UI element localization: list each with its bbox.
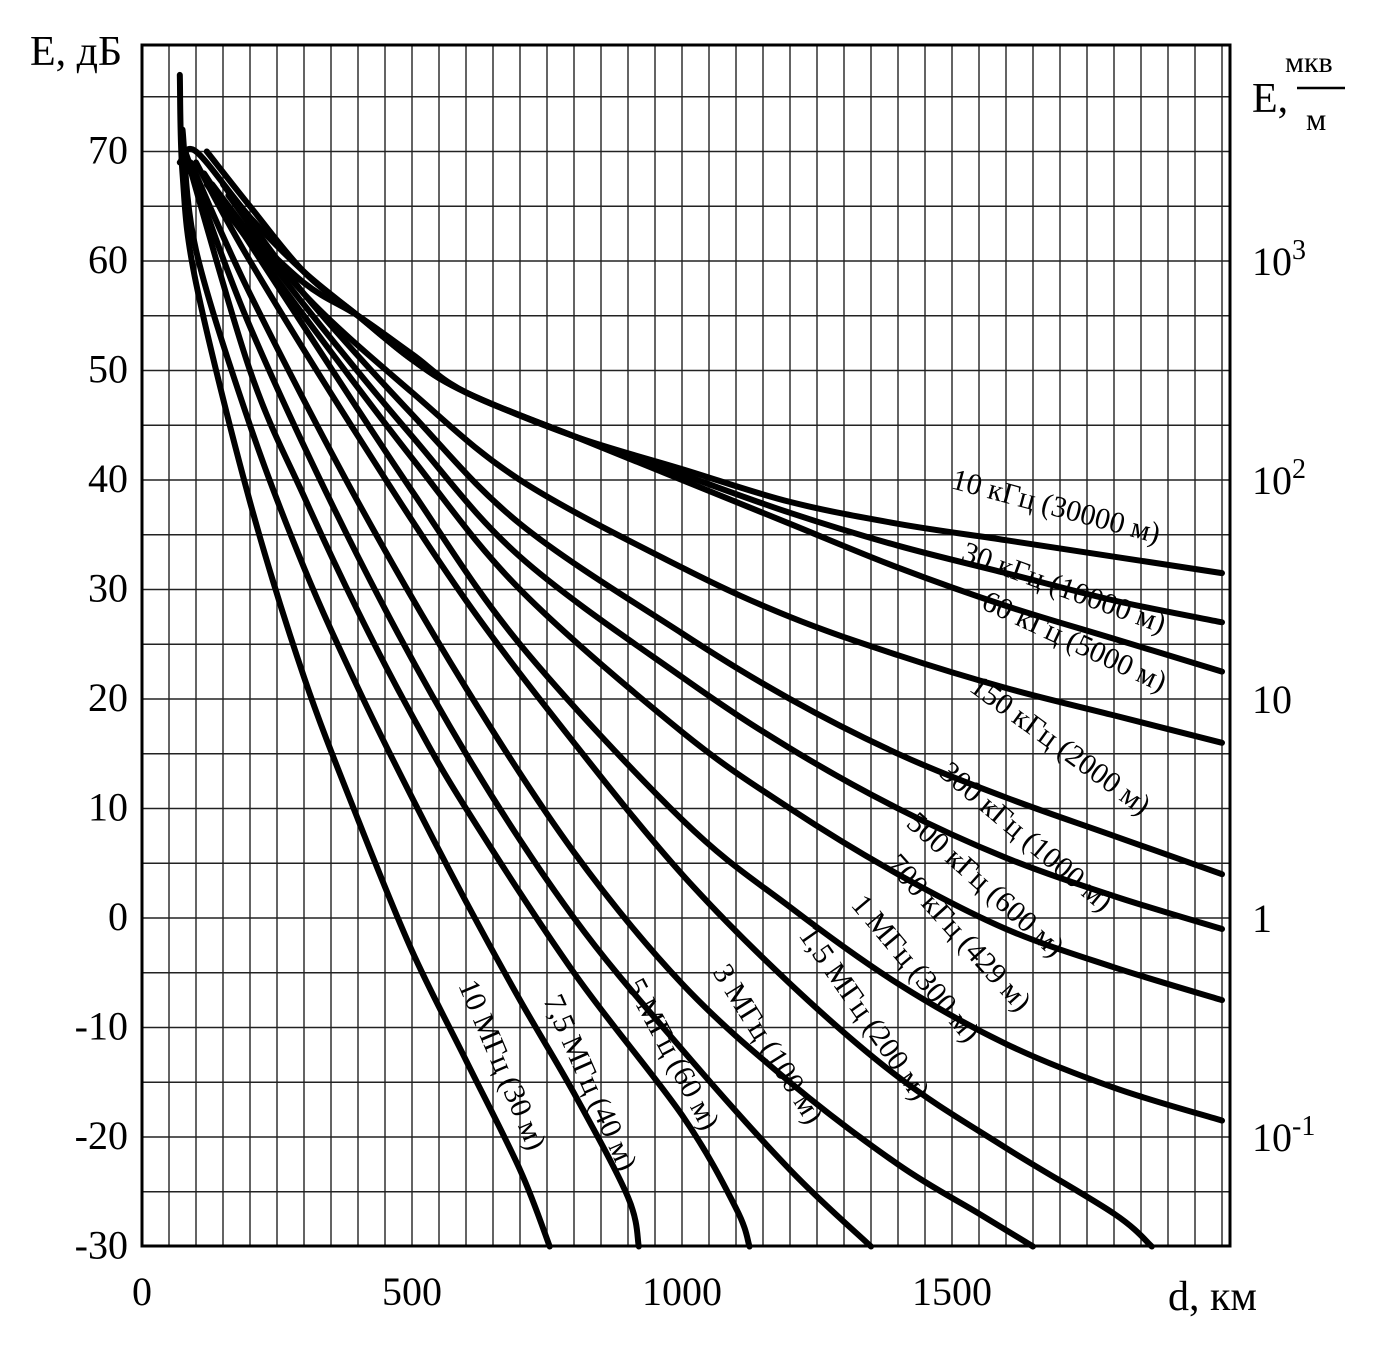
curves — [176, 71, 1225, 1250]
y-tick-label: 20 — [88, 675, 128, 720]
curve-series-6 — [203, 181, 1225, 1004]
y2-tick-label: 10 — [1252, 677, 1292, 722]
y-tick-labels: 70 60 50 40 30 20 10 0 -10 -20 -30 — [75, 128, 128, 1268]
curve-series-2 — [230, 214, 1225, 675]
x-tick-label: 1000 — [642, 1269, 722, 1314]
curve-series-10 — [182, 148, 874, 1250]
x-tick-label: 1500 — [912, 1269, 992, 1314]
curve-series-13 — [176, 71, 553, 1250]
y-axis-title: E, дБ — [30, 29, 122, 75]
y-tick-label: 50 — [88, 347, 128, 392]
curve-series-7 — [201, 170, 1225, 1124]
y-tick-label: 10 — [88, 785, 128, 830]
curve-series-5 — [209, 181, 1225, 932]
y2-tick-label: 102 — [1252, 454, 1306, 503]
y-tick-label: 40 — [88, 456, 128, 501]
y-tick-label: -10 — [75, 1004, 128, 1049]
curve-series-12 — [179, 126, 642, 1250]
y2-tick-label: 1 — [1252, 896, 1272, 941]
curve-series-9 — [187, 159, 1036, 1250]
x-tick-labels: 0 500 1000 1500 — [132, 1269, 992, 1314]
y-tick-label: 30 — [88, 566, 128, 611]
y2-tick-label: 10-1 — [1252, 1111, 1315, 1160]
y2-tick-label: 103 — [1252, 235, 1306, 284]
y2-axis-title: E, мкв м — [1252, 46, 1345, 137]
y-tick-label: 0 — [108, 894, 128, 939]
y-tick-label: 60 — [88, 237, 128, 282]
y-tick-label: 70 — [88, 128, 128, 173]
plot-frame — [140, 43, 1232, 1248]
y-tick-label: -20 — [75, 1113, 128, 1158]
curve-series-3 — [225, 192, 1225, 746]
curve-series-11 — [182, 148, 753, 1250]
x-axis-title: d, км — [1168, 1274, 1257, 1320]
x-tick-label: 500 — [382, 1269, 442, 1314]
y2-axis-symbol: E, — [1252, 76, 1288, 122]
y2-axis-unit-numerator: мкв — [1285, 46, 1333, 79]
x-tick-label: 0 — [132, 1269, 152, 1314]
y-tick-label: -30 — [75, 1223, 128, 1268]
curve-series-4 — [220, 181, 1225, 878]
y2-axis-unit-denominator: м — [1306, 101, 1326, 137]
grid — [142, 45, 1230, 1246]
curve-series-8 — [193, 159, 1155, 1250]
curve-label-9: 3 МГц (100 м) — [706, 958, 830, 1129]
